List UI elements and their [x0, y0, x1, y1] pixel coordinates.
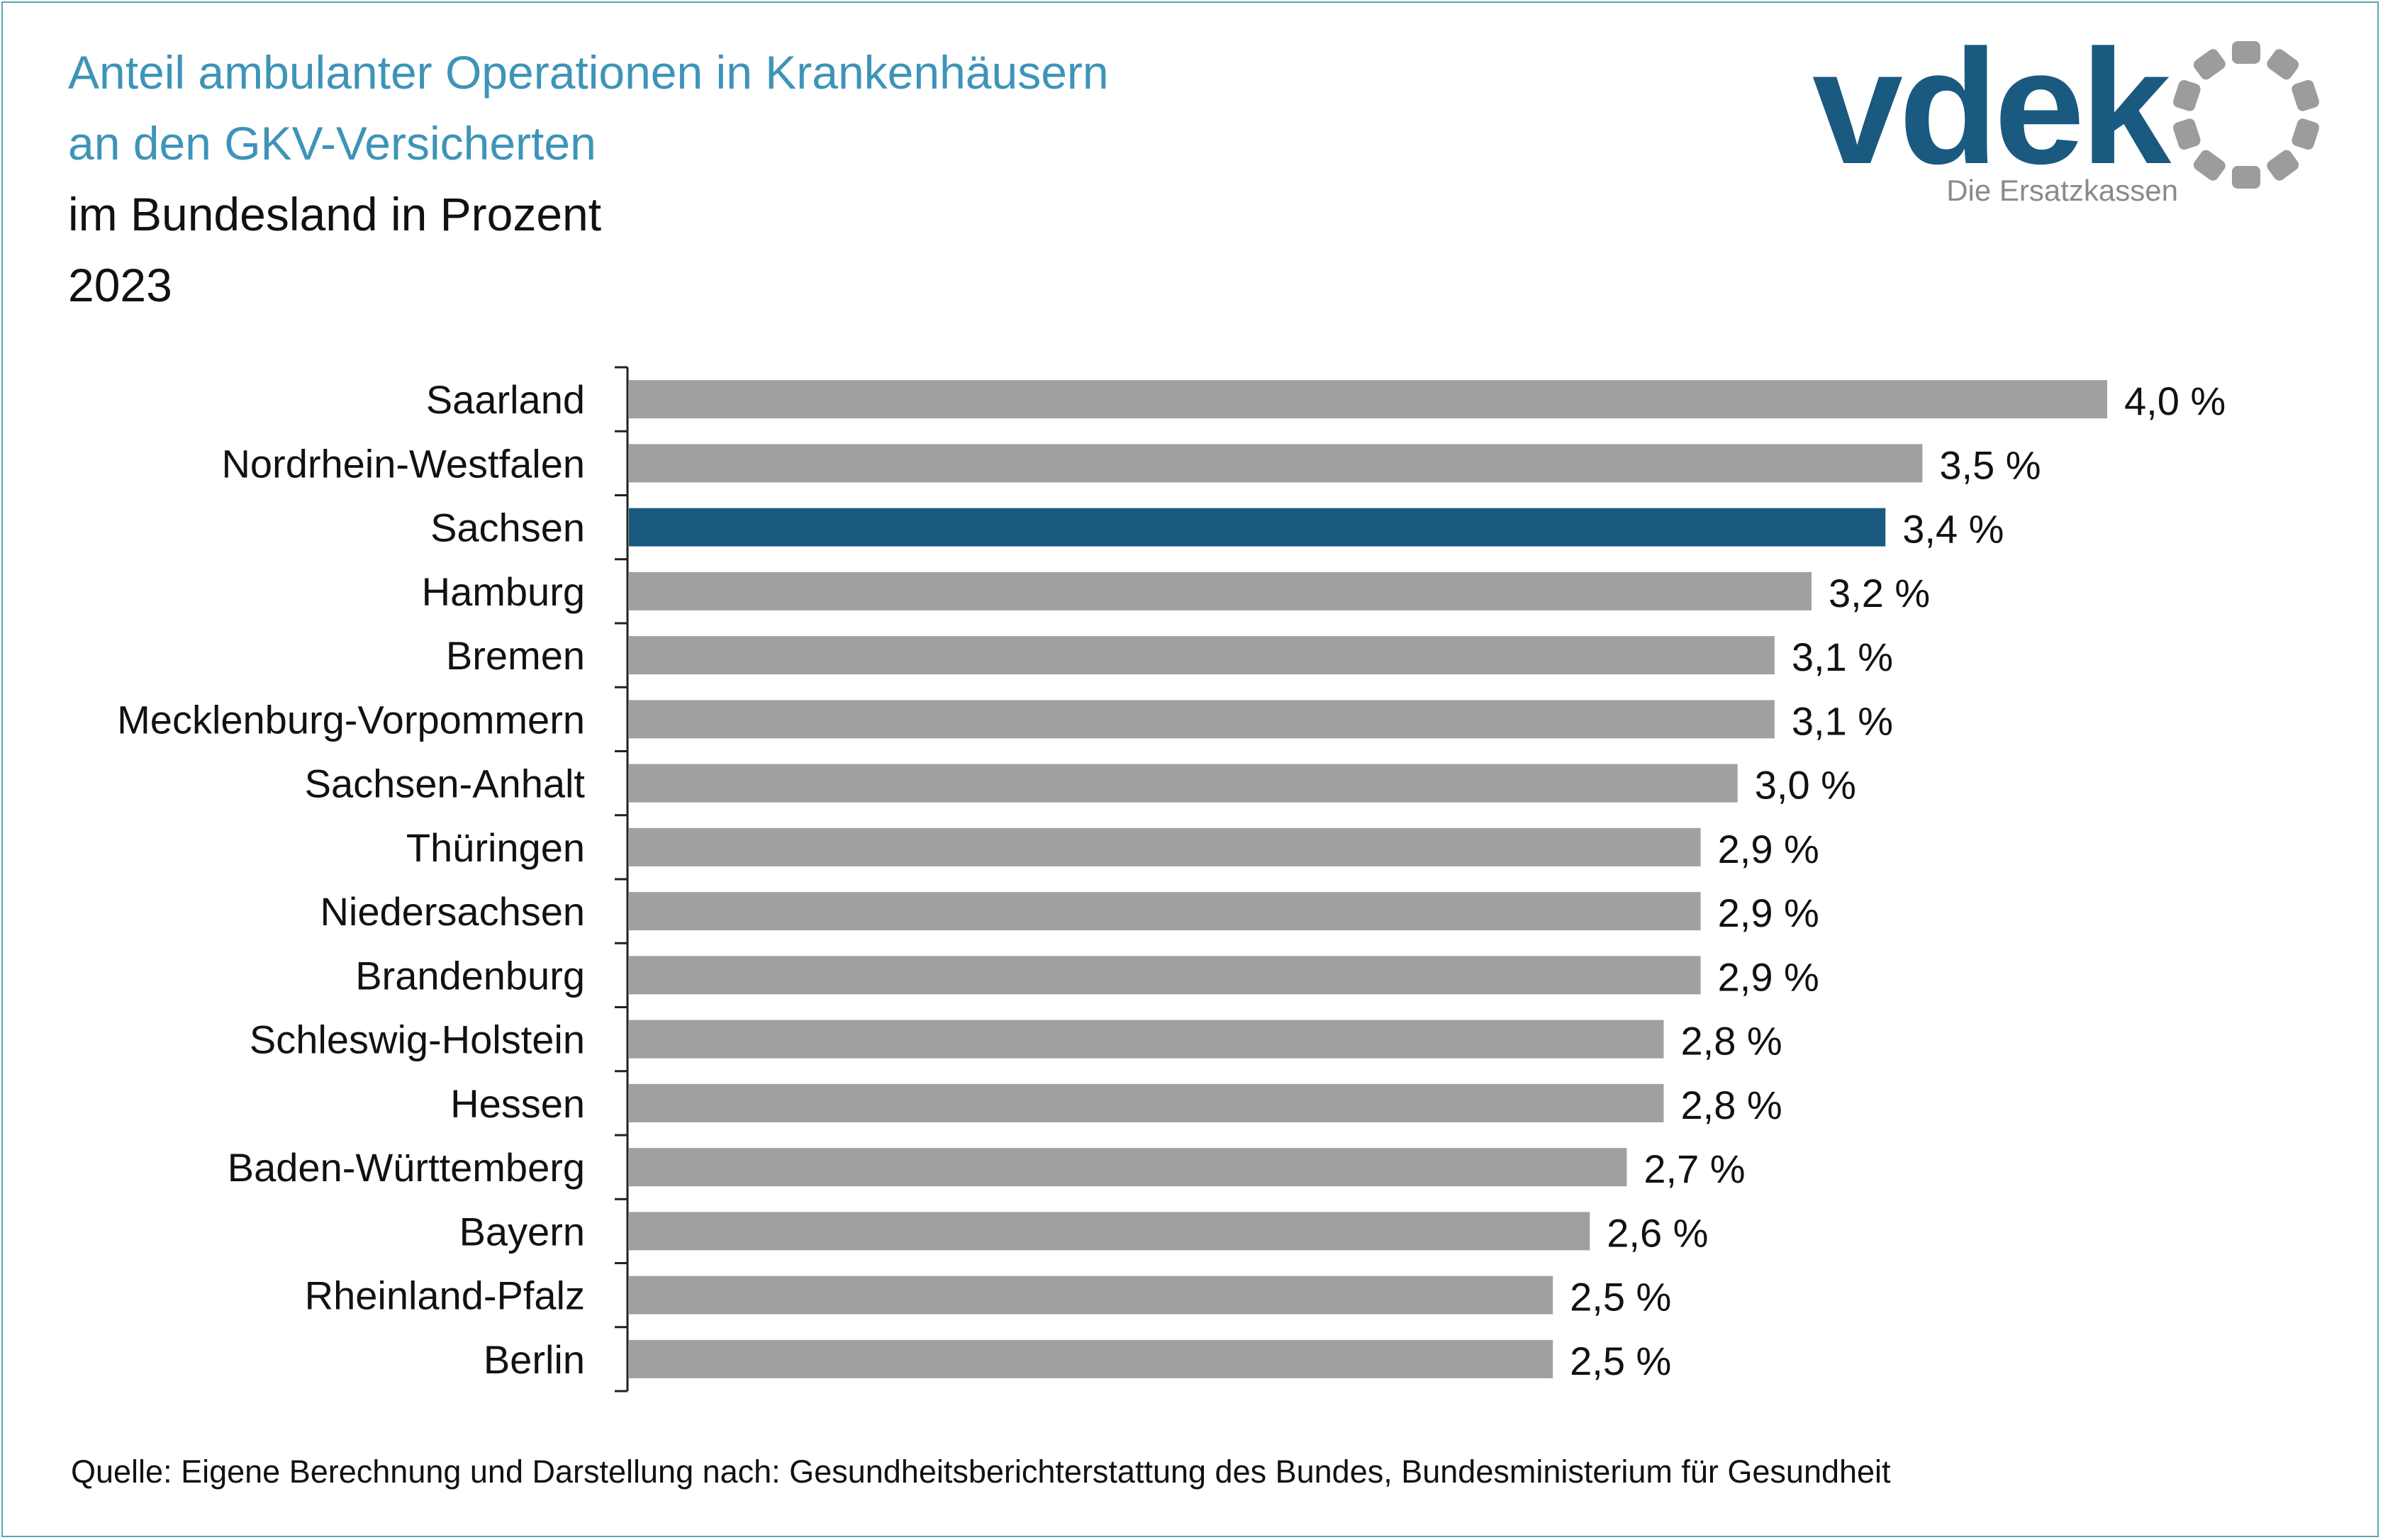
- value-label: 2,5 %: [1570, 1275, 1671, 1319]
- title-line-1: Anteil ambulanter Operationen in Kranken…: [68, 46, 1109, 99]
- category-label: Bayern: [459, 1209, 585, 1254]
- ring-segment: [2292, 79, 2320, 111]
- category-label: Baden-Württemberg: [228, 1145, 585, 1190]
- vdek-logo: vdek Die Ersatzkassen: [1812, 28, 2320, 207]
- value-label: 3,2 %: [1829, 571, 1930, 615]
- category-label: Hamburg: [422, 569, 585, 614]
- bar: [629, 892, 1701, 931]
- bar: [629, 956, 1701, 995]
- value-label: 2,9 %: [1718, 827, 1819, 871]
- category-label: Berlin: [484, 1337, 585, 1382]
- value-label: 2,7 %: [1643, 1146, 1745, 1191]
- value-label: 2,9 %: [1718, 891, 1819, 935]
- bar: [629, 700, 1775, 739]
- bar: [629, 1339, 1553, 1378]
- ring-segment: [2193, 49, 2226, 80]
- value-label: 3,4 %: [1902, 507, 2004, 552]
- value-label: 3,1 %: [1792, 698, 1893, 743]
- category-label: Saarland: [426, 377, 585, 422]
- bar: [629, 1276, 1553, 1315]
- title-line-3: im Bundesland in Prozent: [68, 188, 602, 240]
- category-labels: Saarland Nordrhein-Westfalen Sachsen Hambur…: [117, 377, 585, 1382]
- category-label: Niedersachsen: [320, 889, 585, 934]
- source-note: Quelle: Eigene Berechnung und Darstellun…: [71, 1453, 1891, 1490]
- ring-segment: [2267, 150, 2299, 181]
- ring-segment: [2292, 118, 2320, 150]
- bar: [629, 827, 1701, 866]
- value-label: 3,0 %: [1755, 763, 1856, 808]
- value-label: 2,9 %: [1718, 954, 1819, 999]
- y-axis-ticks: [615, 366, 627, 1393]
- value-label: 2,6 %: [1607, 1210, 1708, 1255]
- value-labels: 4,0 % 3,5 % 3,4 % 3,2 % 3,1 % 3,1 % 3,0 % 2,9 %…: [1570, 379, 2226, 1383]
- ring-segment: [2172, 79, 2201, 111]
- category-label: Schleswig-Holstein: [250, 1017, 585, 1062]
- value-label: 2,8 %: [1681, 1083, 1782, 1127]
- category-label: Mecklenburg-Vorpommern: [117, 697, 585, 742]
- bar: [629, 571, 1812, 610]
- value-label: 4,0 %: [2124, 379, 2226, 423]
- title-line-4: 2023: [68, 259, 172, 311]
- ring-segment: [2193, 150, 2226, 181]
- logo-wordmark: vdek: [1812, 28, 2172, 198]
- value-label: 2,5 %: [1570, 1339, 1671, 1383]
- value-label: 3,5 %: [1939, 442, 2041, 487]
- category-label: Sachsen: [430, 506, 585, 550]
- category-label: Thüringen: [406, 825, 585, 870]
- title-line-2: an den GKV-Versicherten: [68, 117, 596, 169]
- bar: [629, 1148, 1627, 1187]
- category-label: Hessen: [450, 1081, 585, 1126]
- ring-segment: [2267, 49, 2299, 80]
- bar: [629, 1020, 1664, 1059]
- bar: [629, 508, 1886, 547]
- bar: [629, 1083, 1664, 1122]
- logo-tagline: Die Ersatzkassen: [1946, 174, 2178, 207]
- bar: [629, 380, 2107, 419]
- value-label: 3,1 %: [1792, 635, 1893, 679]
- category-label: Rheinland-Pfalz: [305, 1273, 585, 1318]
- ring-segment: [2232, 41, 2260, 64]
- bar: [629, 764, 1738, 803]
- category-label: Nordrhein-Westfalen: [221, 441, 585, 486]
- category-label: Sachsen-Anhalt: [305, 761, 586, 806]
- bar: [629, 444, 1923, 483]
- ring-segment: [2172, 118, 2201, 150]
- title-block: Anteil ambulanter Operationen in Kranken…: [68, 37, 1109, 320]
- bar: [629, 1212, 1590, 1251]
- bar: [629, 636, 1775, 675]
- value-label: 2,8 %: [1681, 1019, 1782, 1064]
- category-label: Brandenburg: [355, 953, 585, 998]
- bars-group: [629, 380, 2107, 1378]
- ring-segment: [2232, 166, 2260, 189]
- category-label: Bremen: [446, 633, 585, 678]
- ring-icon: [2172, 41, 2320, 189]
